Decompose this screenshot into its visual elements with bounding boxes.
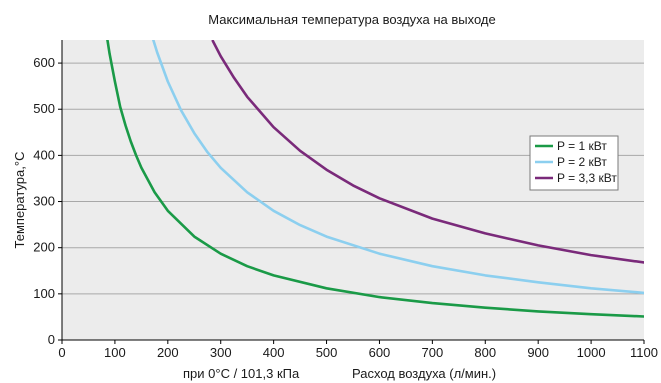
x-ticks: 0 100 200 300 400 500 600 700 800 900 1000 1100 — [58, 340, 658, 360]
series-line-2 — [151, 40, 644, 295]
legend-label: P = 1 кВт — [557, 139, 607, 153]
x-tick-label: 1100 — [630, 345, 658, 360]
x-tick-label: 900 — [527, 345, 549, 360]
series-line-3 — [211, 40, 644, 264]
series-line-1 — [106, 40, 644, 318]
y-tick-label: 400 — [33, 147, 55, 162]
x-axis-label: Расход воздуха (л/мин.) — [352, 366, 496, 381]
x-tick-label: 700 — [422, 345, 444, 360]
x-tick-label: 500 — [316, 345, 338, 360]
y-tick-label: 500 — [33, 101, 55, 116]
y-tick-label: 0 — [48, 332, 55, 347]
legend-label: P = 3,3 кВт — [557, 171, 617, 185]
y-tick-label: 300 — [33, 194, 55, 209]
legend: P = 1 кВт P = 2 кВт P = 3,3 кВт — [529, 135, 619, 191]
series-group — [106, 40, 644, 318]
chart-title: Максимальная температура воздуха на выхо… — [208, 12, 496, 27]
x-tick-label: 300 — [210, 345, 232, 360]
gridlines — [62, 62, 644, 295]
x-tick-label: 0 — [58, 345, 65, 360]
x-axis-condition-label: при 0°C / 101,3 кПа — [183, 366, 300, 381]
x-tick-label: 200 — [157, 345, 179, 360]
y-axis-label: Температура,°C — [12, 152, 27, 249]
x-tick-label: 600 — [369, 345, 391, 360]
legend-label: P = 2 кВт — [557, 155, 607, 169]
y-tick-label: 600 — [33, 55, 55, 70]
x-tick-label: 400 — [263, 345, 285, 360]
y-ticks: 0 100 200 300 400 500 600 — [33, 55, 62, 347]
x-tick-label: 100 — [104, 345, 126, 360]
y-tick-label: 200 — [33, 240, 55, 255]
x-tick-label: 1000 — [577, 345, 606, 360]
y-tick-label: 100 — [33, 286, 55, 301]
x-tick-label: 800 — [474, 345, 496, 360]
